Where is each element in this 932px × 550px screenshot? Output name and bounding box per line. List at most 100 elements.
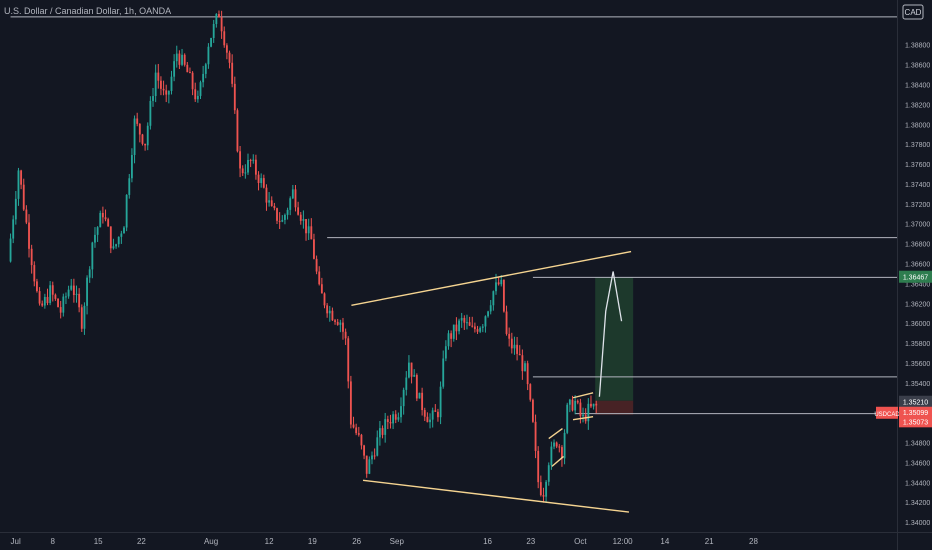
price-tick-label: 1.38600 bbox=[905, 63, 930, 70]
projection-line[interactable] bbox=[598, 271, 623, 397]
candle bbox=[218, 14, 220, 18]
candle bbox=[260, 178, 263, 183]
candle bbox=[104, 217, 107, 220]
candle bbox=[284, 214, 286, 220]
candle bbox=[384, 419, 387, 435]
candle bbox=[297, 207, 300, 215]
price-tick-label: 1.38800 bbox=[905, 43, 930, 50]
candle bbox=[186, 64, 189, 73]
candle bbox=[152, 96, 154, 101]
candle bbox=[57, 298, 59, 308]
price-tick-label: 1.38000 bbox=[905, 122, 930, 129]
candle bbox=[344, 331, 347, 339]
candle bbox=[41, 303, 44, 306]
candle bbox=[394, 414, 397, 420]
candle bbox=[175, 53, 178, 62]
flag-channel-line[interactable] bbox=[572, 415, 594, 421]
target-zone[interactable] bbox=[595, 277, 634, 401]
candle bbox=[204, 64, 207, 74]
candle bbox=[371, 455, 373, 460]
candle bbox=[468, 322, 471, 326]
candle bbox=[123, 227, 125, 234]
candle bbox=[191, 72, 194, 90]
time-tick-label: 12 bbox=[265, 537, 274, 546]
candle bbox=[25, 209, 28, 223]
candle bbox=[117, 236, 120, 245]
candle bbox=[320, 284, 323, 294]
candle bbox=[534, 421, 537, 451]
price-tick-label: 1.34400 bbox=[905, 480, 930, 487]
candle bbox=[165, 90, 168, 95]
candle bbox=[473, 326, 476, 330]
candle bbox=[154, 72, 157, 97]
candle bbox=[80, 307, 83, 329]
candle bbox=[418, 392, 421, 399]
candle bbox=[489, 305, 492, 312]
candle bbox=[138, 123, 141, 135]
candle bbox=[249, 159, 252, 161]
candle bbox=[323, 293, 326, 306]
price-tick-label: 1.35800 bbox=[905, 341, 930, 348]
candle bbox=[107, 219, 110, 227]
candle bbox=[539, 482, 542, 496]
currency-badge-box[interactable] bbox=[902, 4, 924, 20]
candle bbox=[149, 100, 152, 126]
trendline[interactable] bbox=[362, 479, 630, 513]
candle bbox=[265, 187, 268, 203]
candle bbox=[294, 189, 297, 208]
candle bbox=[305, 219, 307, 234]
candle bbox=[547, 465, 550, 482]
candle bbox=[352, 424, 355, 428]
candle bbox=[252, 159, 255, 161]
entry-price-badge: 1.35210 bbox=[903, 400, 928, 407]
candle bbox=[487, 311, 489, 317]
flag-channel-line[interactable] bbox=[551, 455, 564, 467]
candle bbox=[289, 198, 292, 210]
candle bbox=[307, 226, 310, 234]
candle bbox=[413, 374, 416, 377]
candle bbox=[389, 421, 392, 424]
candle bbox=[400, 406, 402, 418]
candle bbox=[189, 72, 191, 74]
candle bbox=[125, 194, 128, 228]
candle bbox=[276, 208, 278, 221]
candle bbox=[437, 411, 439, 418]
candle bbox=[88, 269, 91, 278]
candle bbox=[518, 353, 521, 356]
candle bbox=[508, 333, 511, 339]
candle bbox=[568, 399, 571, 405]
candle bbox=[376, 437, 379, 456]
candle bbox=[167, 90, 170, 95]
plot-area[interactable] bbox=[9, 10, 897, 513]
candle bbox=[313, 239, 315, 259]
candle bbox=[278, 220, 281, 222]
candle bbox=[144, 143, 147, 146]
candle bbox=[360, 434, 363, 446]
flag-channel-line[interactable] bbox=[548, 428, 563, 440]
candle bbox=[481, 326, 484, 328]
stop-zone[interactable] bbox=[595, 400, 634, 415]
candle bbox=[51, 285, 54, 295]
currency-badge[interactable]: CAD bbox=[905, 8, 922, 17]
candle bbox=[479, 327, 482, 332]
flag-channel-line[interactable] bbox=[572, 392, 594, 399]
trendline[interactable] bbox=[351, 250, 632, 306]
candle bbox=[339, 322, 342, 325]
candle bbox=[392, 414, 395, 424]
candle bbox=[328, 310, 331, 314]
time-tick-label: Jul bbox=[11, 537, 21, 546]
candle bbox=[415, 374, 418, 399]
candle bbox=[236, 110, 239, 152]
stop-price-badge-box bbox=[899, 415, 932, 428]
time-tick-label: Aug bbox=[204, 537, 218, 546]
candle bbox=[576, 400, 579, 403]
time-axis[interactable]: Jul 8 15 22 Aug 12 19 26 Sep 16 23 Oct 12:00 14 21 28 bbox=[11, 537, 759, 546]
candle bbox=[112, 246, 115, 249]
candle bbox=[368, 459, 371, 474]
candle bbox=[28, 222, 30, 249]
candle bbox=[99, 212, 102, 228]
candle bbox=[429, 419, 431, 423]
candle bbox=[302, 219, 305, 221]
